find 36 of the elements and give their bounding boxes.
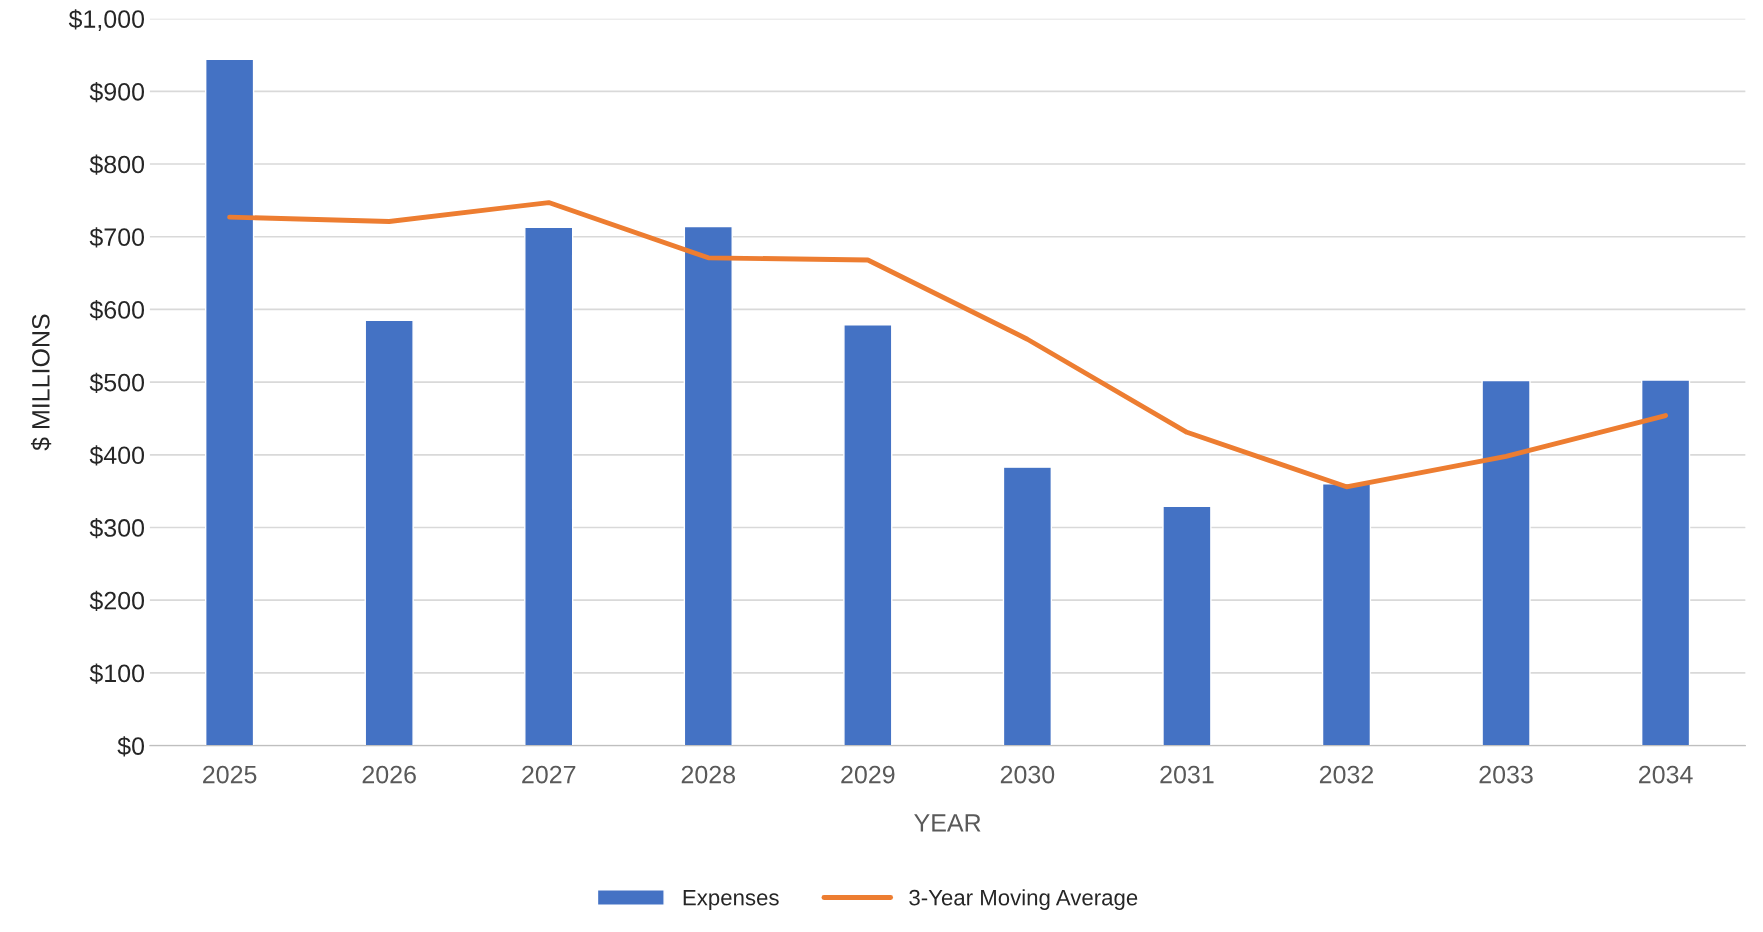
y-tick-label: $900: [89, 81, 145, 103]
x-tick-label: 2030: [1000, 765, 1055, 784]
y-tick-label: $500: [89, 372, 145, 393]
bar: [205, 58, 255, 746]
y-tick-label: $300: [89, 518, 145, 539]
legend-label: 3-Year Moving Average: [909, 889, 1138, 910]
y-axis-title: $ MILLIONS: [30, 314, 52, 451]
y-tick-label: $400: [89, 445, 145, 466]
y-tick-label: $0: [117, 736, 145, 757]
x-tick-label: 2033: [1479, 765, 1533, 784]
bar: [1321, 483, 1372, 746]
bar: [1002, 466, 1053, 746]
bar: [683, 225, 733, 746]
y-tick-label: $800: [89, 154, 145, 175]
legend-label: Expenses: [683, 890, 779, 910]
bar: [843, 323, 893, 746]
x-tick-label: 2025: [203, 765, 257, 784]
bar: [1640, 379, 1691, 746]
x-tick-label: 2032: [1319, 765, 1374, 784]
y-tick-label: $700: [89, 227, 145, 248]
bar: [1162, 505, 1212, 746]
y-tick-label: $100: [89, 663, 145, 684]
x-axis-title: YEAR: [914, 814, 981, 832]
bar: [524, 226, 574, 746]
bar: [364, 319, 414, 746]
x-tick-label: 2034: [1639, 765, 1693, 784]
y-tick-label: $600: [89, 299, 145, 321]
x-tick-label: 2029: [841, 765, 895, 784]
x-tick-label: 2026: [362, 765, 416, 784]
x-tick-label: 2027: [522, 765, 576, 784]
y-tick-label: $1,000: [68, 9, 145, 31]
line-series: [227, 200, 1669, 490]
bar: [1481, 379, 1531, 746]
x-tick-label: 2028: [681, 765, 736, 784]
y-tick-label: $200: [89, 590, 145, 611]
x-tick-label: 2031: [1160, 765, 1214, 784]
